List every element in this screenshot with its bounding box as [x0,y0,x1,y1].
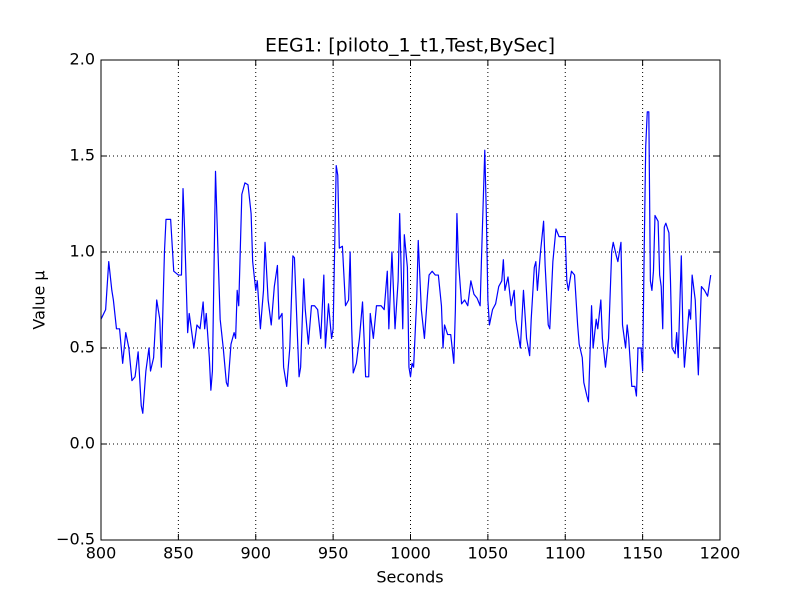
y-axis-label: Value μ [30,270,49,329]
x-axis-label: Seconds [376,568,443,587]
plot-frame [100,59,721,541]
x-tick-label: 1050 [468,544,509,563]
y-tick-label: 0.5 [70,338,95,357]
y-tick-label: 2.0 [70,50,95,69]
x-tick-label: 800 [86,544,117,563]
data-line [100,111,712,414]
x-tick-label: 850 [163,544,194,563]
y-tick-label: 0.0 [70,434,95,453]
chart-title: EEG1: [piloto_1_t1,Test,BySec] [265,35,555,57]
x-tick-label: 1000 [390,544,431,563]
y-tick-label: 1.5 [70,146,95,165]
x-tick-label: 1100 [545,544,586,563]
x-tick-label: 900 [240,544,271,563]
x-tick-label: 1150 [622,544,663,563]
x-tick-label: 1200 [700,544,741,563]
x-tick-label: 950 [318,544,349,563]
y-tick-label: 1.0 [70,242,95,261]
y-tick-label: −0.5 [56,530,95,549]
